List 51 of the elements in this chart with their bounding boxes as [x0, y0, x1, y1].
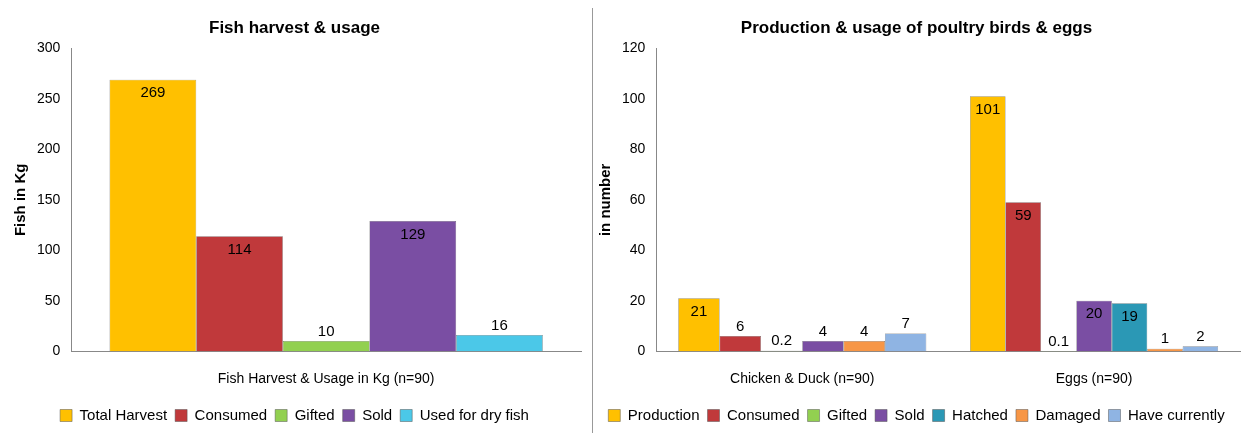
data-label: 4 [860, 321, 869, 339]
data-label: 101 [975, 99, 1001, 117]
legend-label: Gifted [827, 405, 868, 423]
chart-title: Production & usage of poultry birds & eggs [740, 17, 1093, 37]
data-label: 269 [140, 83, 166, 101]
data-label: 129 [400, 224, 426, 242]
legend-label: Consumed [194, 405, 268, 423]
y-tick-label: 150 [37, 190, 61, 207]
data-label: 16 [491, 315, 508, 333]
legend-label: Damaged [1035, 405, 1101, 423]
legend-label: Sold [894, 405, 925, 423]
y-tick-label: 100 [622, 89, 646, 106]
y-tick-label: 0 [637, 342, 646, 359]
legend-label: Used for dry fish [419, 405, 529, 423]
y-tick-label: 0 [52, 342, 61, 359]
legend-label: Consumed [727, 405, 800, 423]
x-tick-label: Chicken & Duck (n=90) [730, 370, 875, 387]
y-tick-label: 250 [37, 89, 61, 106]
data-label: 7 [901, 314, 910, 332]
y-axis-title: Fish in Kg [11, 163, 29, 237]
y-tick-label: 300 [37, 39, 61, 56]
y-tick-label: 40 [629, 241, 646, 258]
data-label: 6 [736, 316, 745, 334]
y-tick-label: 60 [629, 190, 646, 207]
legend-label: Total Harvest [79, 405, 168, 423]
data-label: 21 [690, 301, 708, 319]
data-label: 19 [1121, 306, 1138, 324]
y-tick-label: 100 [37, 241, 61, 258]
data-label: 2 [1196, 326, 1205, 344]
x-tick-label: Eggs (n=90) [1055, 370, 1133, 387]
legend-label: Production [627, 405, 700, 423]
y-axis-title: in number [596, 163, 614, 237]
data-label: 20 [1085, 304, 1103, 322]
y-tick-label: 80 [629, 140, 646, 157]
data-label: 114 [227, 239, 252, 257]
data-label: 0.2 [771, 331, 793, 349]
y-tick-label: 120 [622, 39, 646, 56]
chart-title: Fish harvest & usage [208, 17, 381, 37]
legend-label: Sold [362, 405, 393, 423]
data-label: 10 [317, 321, 335, 339]
y-tick-label: 20 [629, 291, 646, 308]
data-label: 59 [1014, 205, 1032, 223]
y-tick-label: 50 [44, 291, 61, 308]
legend-label: Hatched [952, 405, 1008, 423]
legend-label: Have currently [1128, 405, 1226, 423]
y-tick-label: 200 [37, 140, 61, 157]
data-label: 4 [818, 321, 828, 339]
legend-label: Gifted [294, 405, 335, 423]
x-tick-label: Fish Harvest & Usage in Kg (n=90) [217, 370, 435, 387]
data-label: 0.1 [1048, 331, 1070, 349]
data-label: 1 [1160, 329, 1170, 347]
